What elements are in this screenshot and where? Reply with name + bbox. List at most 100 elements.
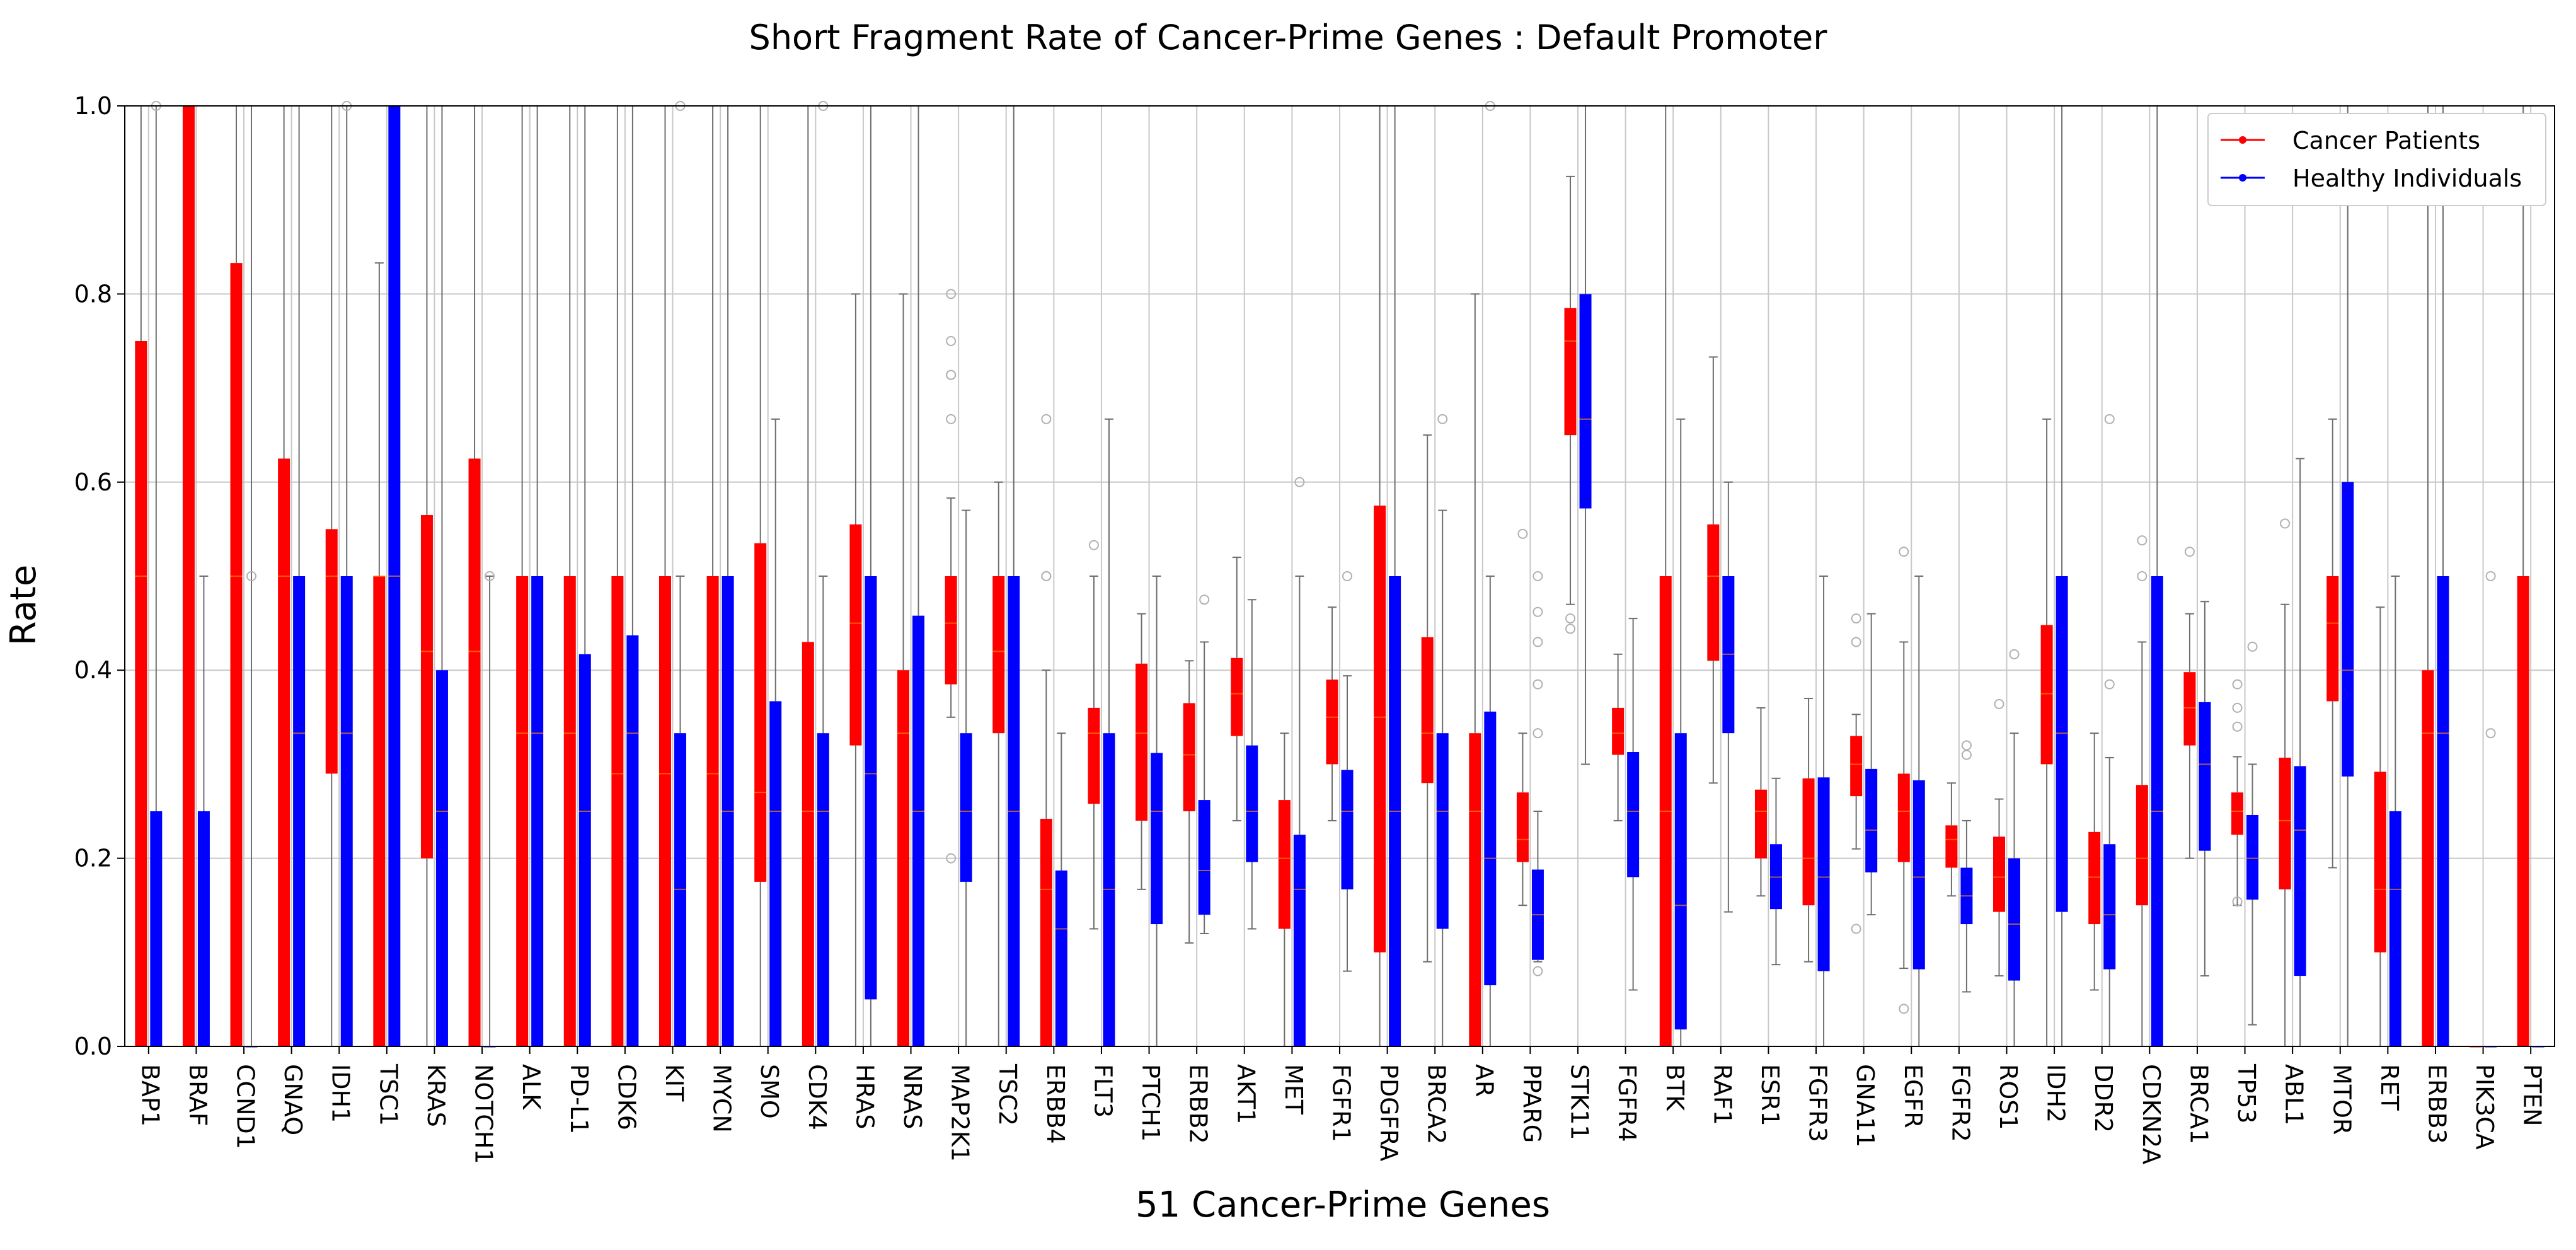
box-healthy xyxy=(293,105,306,1047)
outlier-point xyxy=(1961,749,1972,760)
outlier-point xyxy=(1851,637,1861,647)
box-cancer-box xyxy=(1850,736,1863,797)
box-healthy xyxy=(2151,105,2163,1047)
x-tick-label: MTOR xyxy=(2328,1064,2355,1135)
x-tick-label: PTCH1 xyxy=(1137,1064,1164,1142)
box-cancer-box xyxy=(182,106,195,1046)
x-tick-label: IDH2 xyxy=(2042,1064,2070,1123)
outlier-point xyxy=(1532,571,1543,581)
box-healthy-box xyxy=(817,733,829,1046)
box-cancer-box xyxy=(1564,308,1577,436)
box-cancer xyxy=(1374,105,1386,1047)
box-healthy xyxy=(150,105,163,1047)
box-healthy-box xyxy=(2008,858,2021,981)
box-healthy xyxy=(1769,777,1782,966)
box-healthy xyxy=(2056,105,2068,1047)
outlier-point xyxy=(1342,571,1352,581)
box-cancer-box xyxy=(945,576,957,685)
box-cancer xyxy=(230,105,243,1047)
outlier-point xyxy=(1088,540,1099,550)
box-cancer-box xyxy=(420,515,433,859)
box-healthy xyxy=(2294,458,2306,1047)
x-tick-label: DDR2 xyxy=(2090,1064,2117,1133)
x-tick-label: PTEN xyxy=(2519,1064,2546,1126)
box-cancer xyxy=(2088,732,2101,991)
outlier-point xyxy=(1851,613,1861,624)
x-tick-label: BAP1 xyxy=(136,1064,164,1126)
box-cancer xyxy=(1326,606,1338,821)
box-cancer xyxy=(563,105,576,1047)
box-cancer-box xyxy=(1088,707,1100,804)
outlier-point xyxy=(2009,649,2020,659)
box-cancer-box xyxy=(2231,792,2244,835)
box-cancer-box xyxy=(1897,773,1910,862)
outlier-point xyxy=(946,414,957,424)
x-tick-label: MAP2K1 xyxy=(946,1064,974,1162)
box-healthy-box xyxy=(150,811,163,1046)
outlier-point xyxy=(2232,702,2243,713)
box-cancer xyxy=(802,105,814,1047)
box-cancer-box xyxy=(1231,657,1243,736)
box-cancer xyxy=(2136,641,2148,1047)
box-healthy xyxy=(340,105,353,1047)
box-healthy xyxy=(722,105,734,1047)
box-healthy xyxy=(1817,576,1830,1047)
box-cancer xyxy=(1040,669,1052,1047)
x-tick-label: KIT xyxy=(660,1064,688,1102)
box-healthy xyxy=(1246,599,1258,930)
outlier-point xyxy=(1961,740,1972,751)
box-healthy-box xyxy=(1579,294,1592,509)
box-cancer xyxy=(1754,707,1767,897)
x-tick-label: CDKN2A xyxy=(2137,1064,2165,1164)
box-healthy xyxy=(817,576,829,1047)
outlier-point xyxy=(485,571,495,581)
box-cancer xyxy=(1564,175,1577,605)
box-cancer-box xyxy=(373,576,386,1046)
box-cancer-box xyxy=(2136,785,2148,906)
box-healthy xyxy=(197,576,210,1047)
x-tick-label: FLT3 xyxy=(1089,1064,1117,1118)
box-healthy-box xyxy=(2103,844,2116,969)
outlier-point xyxy=(946,289,957,299)
box-healthy xyxy=(2437,105,2449,1047)
box-cancer xyxy=(1707,356,1720,784)
outlier-point xyxy=(1437,414,1448,424)
box-healthy-box xyxy=(1817,777,1830,971)
outlier-point xyxy=(1199,594,1210,605)
box-healthy-box xyxy=(1436,733,1449,929)
box-cancer xyxy=(1802,697,1815,963)
box-cancer xyxy=(2279,603,2291,1047)
box-healthy xyxy=(1389,105,1401,1047)
x-tick-label: SMO xyxy=(756,1064,783,1119)
axis-ticks: 0.0 0.2 0.4 0.6 0.8 1.0 BAP1 BRAF CCND1 GNAQ IDH1 T… xyxy=(74,92,2546,1164)
box-cancer-box xyxy=(2374,772,2386,952)
box-healthy-box xyxy=(2342,482,2354,777)
box-cancer xyxy=(706,105,719,1047)
chart-title: Short Fragment Rate of Cancer-Prime Gene… xyxy=(749,18,1828,57)
box-cancer xyxy=(1659,105,1672,1047)
box-healthy-box xyxy=(769,701,782,1046)
x-tick-label: PIK3CA xyxy=(2471,1064,2498,1150)
legend-frame xyxy=(2207,113,2546,206)
box-healthy-box xyxy=(2437,576,2449,1046)
box-cancer-box xyxy=(1707,524,1720,661)
box-healthy-box xyxy=(1055,870,1067,1046)
x-tick-label: FGFR4 xyxy=(1613,1064,1641,1142)
x-tick-label: EGFR xyxy=(1899,1064,1927,1128)
box-healthy-box xyxy=(1865,768,1878,872)
box-healthy xyxy=(531,105,544,1047)
outlier-point xyxy=(1851,923,1861,934)
box-healthy-box xyxy=(1912,780,1925,969)
x-tick-label: CDK6 xyxy=(612,1064,640,1130)
box-cancer xyxy=(945,497,957,718)
outlier-point xyxy=(2247,641,2258,652)
box-cancer xyxy=(849,293,862,1047)
box-cancer xyxy=(135,105,147,1047)
box-cancer-box xyxy=(230,263,243,1046)
x-tick-label: ESR1 xyxy=(1756,1064,1784,1126)
x-tick-label: IDH1 xyxy=(327,1064,355,1123)
box-cancer xyxy=(992,481,1005,1047)
box-cancer xyxy=(611,105,624,1047)
x-tick-label: ERBB2 xyxy=(1185,1064,1212,1144)
